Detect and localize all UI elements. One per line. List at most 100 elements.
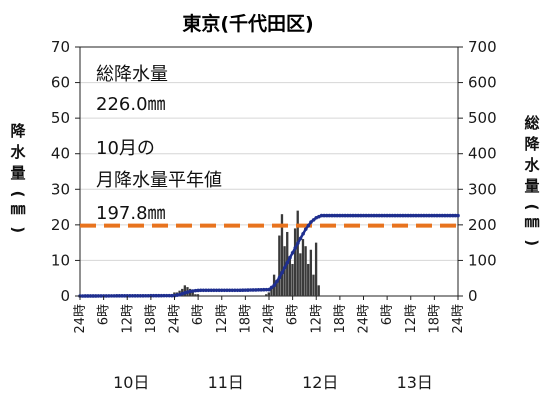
x-tick-label: 24時 <box>73 304 88 334</box>
x-tick-label: 24時 <box>262 304 277 334</box>
precip-bar <box>275 281 278 296</box>
cumulative-point <box>296 241 300 245</box>
cumulative-point <box>209 288 214 293</box>
x-tick-label: 18時 <box>427 304 442 334</box>
cumulative-point <box>151 293 156 298</box>
cumulative-point <box>282 265 287 270</box>
cumulative-point <box>272 283 277 288</box>
cumulative-point <box>424 213 429 218</box>
y-axis-right-label: 総降水量 (㎜) <box>523 114 541 246</box>
day-label: 10日 <box>113 373 149 392</box>
cumulative-point <box>422 213 426 218</box>
cumulative-point <box>382 213 387 218</box>
cumulative-point <box>130 294 135 298</box>
cumulative-point <box>264 287 269 292</box>
y-left-tick-label: 20 <box>51 216 70 234</box>
precip-bar <box>317 285 320 296</box>
cumulative-point <box>411 213 416 218</box>
cumulative-point <box>269 285 274 290</box>
precip-bar <box>265 294 268 296</box>
cumulative-point <box>214 288 219 293</box>
cumulative-point <box>128 294 132 298</box>
x-tick-label: 18時 <box>333 304 348 334</box>
cumulative-point <box>225 288 229 293</box>
cumulative-point <box>390 213 395 218</box>
cumulative-point <box>290 250 295 255</box>
y-right-tick-label: 600 <box>468 74 497 92</box>
y-axis-left: 0 10 20 30 40 50 60 70 <box>51 38 80 305</box>
precip-bar <box>278 235 281 296</box>
precip-bar <box>296 210 299 296</box>
cumulative-point <box>219 288 224 293</box>
precip-bar <box>191 292 194 296</box>
cumulative-point <box>356 213 361 218</box>
cumulative-point <box>327 213 332 218</box>
annotation-normal-label-2: 月降水量平年値 <box>96 170 222 191</box>
cumulative-point <box>301 231 305 236</box>
precip-bar <box>314 242 318 296</box>
axis-label-char: 量 <box>524 177 539 195</box>
cumulative-point <box>206 288 211 293</box>
cumulative-point <box>377 213 382 218</box>
cumulative-point <box>348 213 353 218</box>
cumulative-point <box>303 227 308 231</box>
cumulative-point <box>319 213 324 218</box>
cumulative-point <box>440 213 445 218</box>
cumulative-point <box>435 213 439 218</box>
precip-bar <box>194 294 197 296</box>
cumulative-point <box>416 213 421 218</box>
cumulative-point <box>135 293 140 298</box>
cumulative-point <box>101 294 106 298</box>
cumulative-point <box>86 294 90 298</box>
cumulative-point <box>248 288 253 292</box>
x-tick-label: 12時 <box>309 304 324 334</box>
precip-bar <box>299 253 302 296</box>
axis-label-char: 降 <box>524 135 540 153</box>
precip-bar <box>309 249 313 296</box>
cumulative-point <box>288 255 292 260</box>
cumulative-point <box>322 213 326 218</box>
annotation-normal-value: 197.8㎜ <box>96 203 166 224</box>
cumulative-point <box>217 288 221 293</box>
cumulative-point <box>243 288 248 292</box>
cumulative-point <box>104 294 109 298</box>
hourly-bars <box>173 210 320 296</box>
cumulative-point <box>261 287 266 292</box>
cumulative-point <box>212 288 216 293</box>
precip-bar <box>288 256 292 296</box>
cumulative-point <box>385 213 389 218</box>
cumulative-point <box>408 213 413 218</box>
cumulative-point <box>109 294 114 298</box>
precip-bar <box>291 263 294 296</box>
cumulative-point <box>369 213 374 218</box>
cumulative-point <box>275 279 279 284</box>
cumulative-point <box>311 218 316 222</box>
x-tick-label: 6時 <box>286 304 301 325</box>
cumulative-point <box>201 288 206 293</box>
axis-label-char: ( <box>523 204 541 211</box>
y-left-tick-label: 50 <box>51 109 70 127</box>
axis-label-char: ) <box>523 239 541 246</box>
cumulative-point <box>448 213 452 218</box>
x-tick-label: 24時 <box>357 304 372 334</box>
cumulative-point <box>88 294 93 298</box>
cumulative-point <box>162 293 166 298</box>
cumulative-point <box>330 213 334 218</box>
cumulative-point <box>164 293 169 298</box>
cumulative-point <box>361 213 366 218</box>
x-tick-label: 12時 <box>404 304 419 334</box>
y-left-tick-label: 30 <box>51 180 70 198</box>
cumulative-point <box>332 213 337 218</box>
cumulative-point <box>246 288 250 292</box>
cumulative-point <box>398 213 403 218</box>
cumulative-point <box>112 294 116 298</box>
cumulative-point <box>230 288 235 293</box>
y-left-tick-label: 10 <box>51 251 70 269</box>
y-right-tick-label: 200 <box>468 216 497 234</box>
precip-bar <box>304 246 307 296</box>
annotation-total-value: 226.0㎜ <box>96 94 166 115</box>
precip-bar <box>267 292 271 296</box>
precip-bar <box>307 263 310 296</box>
cumulative-point <box>83 294 88 298</box>
cumulative-point <box>93 294 98 298</box>
